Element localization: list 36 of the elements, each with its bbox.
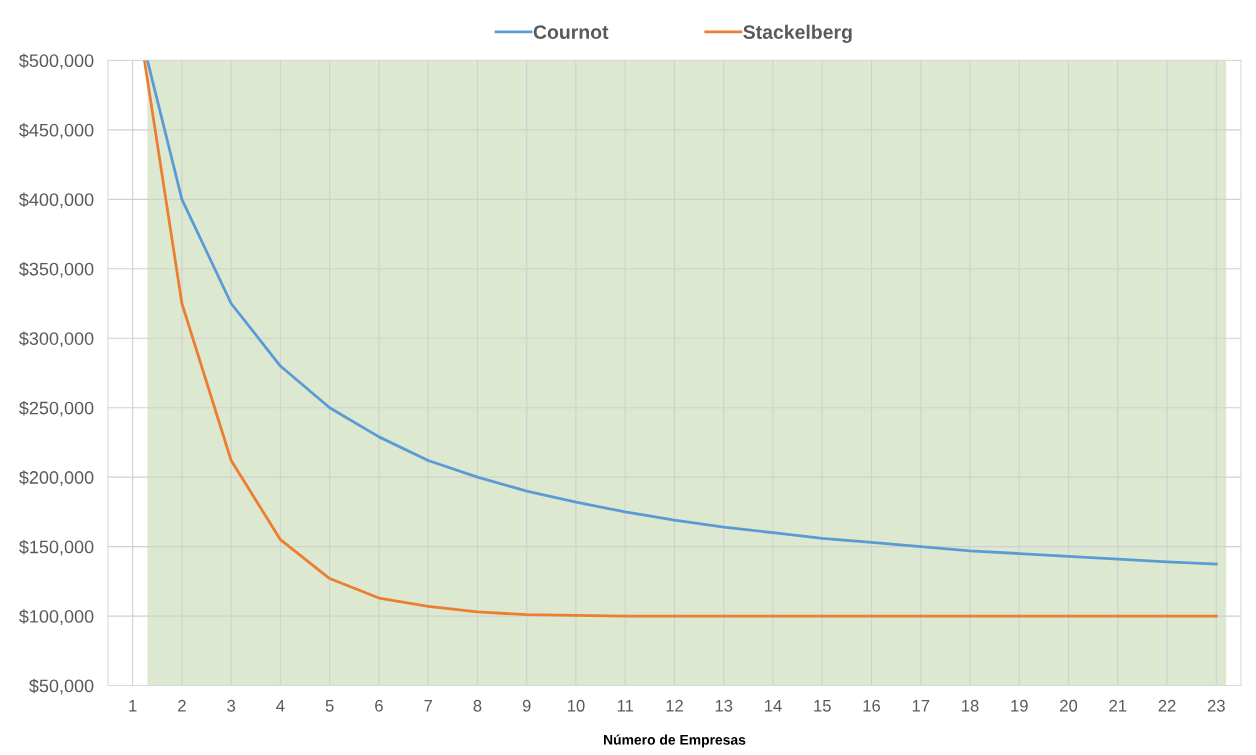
y-tick-label: $350,000	[19, 261, 94, 278]
x-tick-label: 21	[1109, 699, 1127, 712]
legend-label: Stackelberg	[743, 24, 852, 43]
y-tick-label: $100,000	[19, 609, 94, 625]
x-tick-label: 15	[814, 700, 831, 712]
y-tick-label: $400,000	[19, 192, 94, 209]
x-tick-label: 19	[1011, 699, 1028, 712]
legend-label: Cournot	[533, 25, 609, 39]
x-tick-label: 6	[375, 699, 383, 712]
x-tick-label: 8	[473, 699, 482, 712]
y-tick-label: $450,000	[19, 123, 94, 139]
y-tick-label: $500,000	[19, 53, 94, 70]
x-tick-label: 1	[129, 700, 137, 712]
y-tick-label: $250,000	[19, 400, 94, 417]
x-tick-label: 18	[962, 699, 979, 712]
y-tick-label: $200,000	[19, 470, 94, 487]
x-tick-label: 5	[325, 700, 334, 712]
x-tick-label: 14	[764, 700, 782, 712]
x-tick-label: 23	[1207, 699, 1225, 712]
x-tick-label: 17	[912, 700, 930, 712]
x-tick-label: 12	[666, 699, 683, 712]
x-axis-title: Número de Empresas	[604, 734, 746, 748]
x-tick-label: 9	[522, 699, 531, 712]
y-tick-label: $150,000	[19, 539, 94, 556]
x-tick-label: 3	[227, 699, 236, 712]
x-tick-label: 13	[715, 699, 733, 712]
x-tick-label: 7	[424, 700, 432, 712]
x-tick-label: 2	[178, 699, 186, 712]
x-tick-label: 16	[863, 699, 881, 712]
x-tick-label: 11	[617, 700, 634, 712]
x-tick-label: 20	[1060, 699, 1078, 712]
y-tick-label: $50,000	[29, 678, 94, 695]
x-tick-label: 22	[1158, 699, 1176, 712]
x-tick-label: 4	[276, 700, 285, 712]
y-tick-label: $300,000	[19, 331, 94, 348]
x-tick-label: 10	[567, 699, 585, 712]
